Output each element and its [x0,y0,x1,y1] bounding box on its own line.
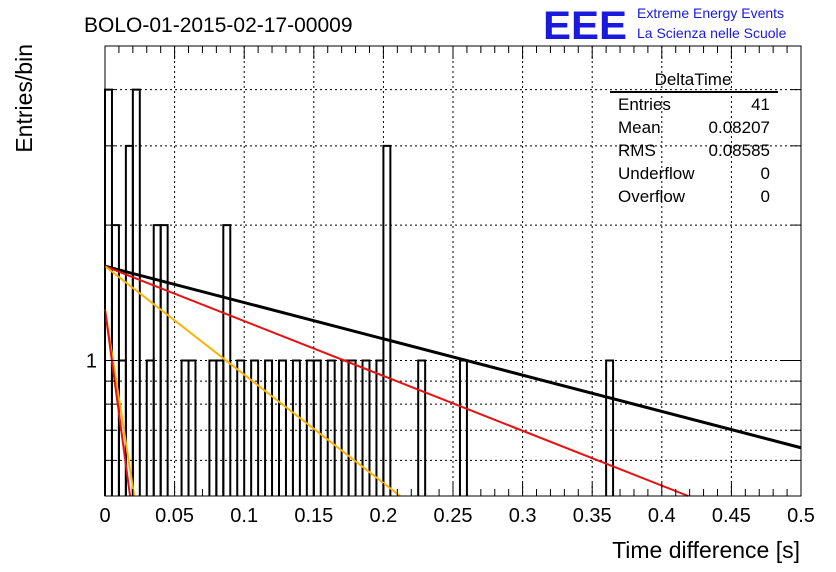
x-tick-label: 0.3 [509,505,537,527]
axis-ticks [104,45,802,496]
stats-label-underflow: Underflow [618,164,695,183]
histogram-bin [417,359,427,496]
histogram-bin [264,359,274,496]
logo-line-1: Extreme Energy Events [637,5,784,21]
stats-label-mean: Mean [618,118,661,137]
stats-value-underflow: 0 [761,164,770,183]
y-tick-labels: 1 [86,351,97,373]
stats-name: DeltaTime [655,70,732,89]
x-tick-label: 0.5 [787,505,815,527]
histogram-bin [222,224,232,496]
histogram-bin [347,359,357,496]
histogram-bin [236,359,246,496]
stats-label-entries: Entries [618,95,671,114]
histogram-bin [375,359,385,496]
stats-label-overflow: Overflow [618,187,686,206]
stats-value-entries: 41 [751,95,770,114]
histogram-bin [250,359,260,496]
x-tick-label: 0.4 [648,505,676,527]
x-tick-label: 0.2 [369,505,397,527]
fit-curves [104,264,802,497]
x-tick-label: 0.45 [712,505,751,527]
histogram-bin [278,359,287,496]
histogram-bin [152,224,162,496]
histogram-bin [159,224,169,496]
histogram-bin [382,144,392,496]
stats-value-mean: 0.08207 [709,118,770,137]
stats-label-rms: RMS [618,141,656,160]
histogram-bin [605,359,615,496]
x-tick-label: 0.1 [230,505,258,527]
fit-curve [104,309,132,497]
histogram-bin [361,359,371,496]
fit-curve [104,264,802,450]
x-tick-label: 0.35 [573,505,612,527]
histogram-bin [312,359,322,496]
chart-title: BOLO-01-2015-02-17-00009 [84,14,353,37]
stats-value-overflow: 0 [761,187,770,206]
fit-curve [104,265,689,497]
y-tick-label: 1 [86,351,97,373]
x-tick-label: 0.05 [155,505,194,527]
histogram-bin [291,359,301,496]
x-axis-label: Time difference [s] [612,537,800,563]
logo-line-2: La Scienza nelle Scuole [637,25,787,41]
histogram-bin [187,359,197,496]
logo-mark: EEE [543,4,627,48]
histogram-bin [326,359,336,496]
histogram-bin [215,359,225,496]
x-tick-label: 0.15 [294,505,333,527]
grid-lines [105,45,801,496]
y-axis-label: Entries/bin [11,44,37,153]
stats-box: DeltaTime Entries 41 Mean 0.08207 RMS 0.… [610,70,778,206]
x-tick-labels: 0 0.05 0.1 0.15 0.2 0.25 0.3 0.35 0.4 0.45 0.5 [99,505,814,527]
x-tick-label: 0 [99,505,110,527]
x-tick-label: 0.25 [434,505,473,527]
stats-value-rms: 0.08585 [709,141,770,160]
histogram-bins [104,88,615,496]
histogram-bin [104,88,113,496]
fit-curve [104,265,401,497]
